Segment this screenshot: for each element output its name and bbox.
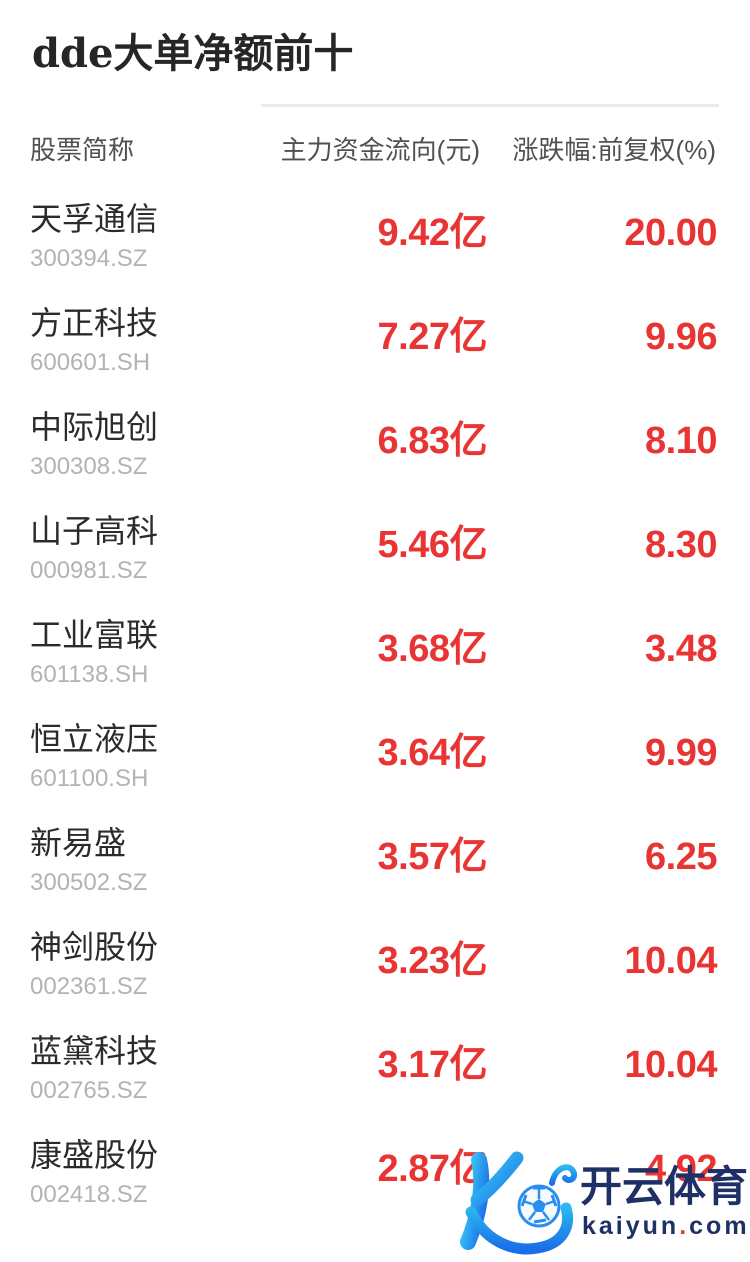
table-row[interactable]: 方正科技 600601.SH 7.27亿 9.96 <box>0 299 750 403</box>
stock-code: 601100.SH <box>30 765 149 792</box>
table-header-row: 股票简称 主力资金流向(元) 涨跌幅:前复权(%) <box>0 135 750 167</box>
table-row[interactable]: 恒立液压 601100.SH 3.64亿 9.99 <box>0 715 750 819</box>
stock-name: 山子高科 <box>30 513 159 549</box>
column-header-main-flow: 主力资金流向(元) <box>280 135 480 165</box>
main-flow-value: 3.23亿 <box>377 940 488 982</box>
stock-code: 601138.SH <box>30 661 149 688</box>
main-flow-value: 9.42亿 <box>377 212 488 254</box>
main-flow-value: 5.46亿 <box>377 524 488 566</box>
stock-code: 002418.SZ <box>30 1181 148 1208</box>
table-row[interactable]: 神剑股份 002361.SZ 3.23亿 10.04 <box>0 923 750 1027</box>
stock-code: 300394.SZ <box>30 245 148 272</box>
stock-code: 002765.SZ <box>30 1077 148 1104</box>
stock-name: 神剑股份 <box>30 929 159 965</box>
change-percent-value: 8.30 <box>645 524 717 566</box>
table-row[interactable]: 蓝黛科技 002765.SZ 3.17亿 10.04 <box>0 1027 750 1131</box>
stock-code: 002361.SZ <box>30 973 148 1000</box>
stock-name: 康盛股份 <box>30 1137 159 1173</box>
stock-name: 恒立液压 <box>30 721 159 757</box>
change-percent-value: 9.99 <box>645 732 717 774</box>
main-flow-value: 2.87亿 <box>377 1148 488 1190</box>
stock-name: 工业富联 <box>30 617 159 653</box>
stock-table: 天孚通信 300394.SZ 9.42亿 20.00 方正科技 600601.S… <box>0 195 750 1235</box>
main-flow-value: 3.68亿 <box>377 628 488 670</box>
table-row[interactable]: 山子高科 000981.SZ 5.46亿 8.30 <box>0 507 750 611</box>
table-row[interactable]: 工业富联 601138.SH 3.68亿 3.48 <box>0 611 750 715</box>
main-flow-value: 7.27亿 <box>377 316 488 358</box>
stock-name: 天孚通信 <box>30 201 159 237</box>
table-row[interactable]: 中际旭创 300308.SZ 6.83亿 8.10 <box>0 403 750 507</box>
table-row[interactable]: 新易盛 300502.SZ 3.57亿 6.25 <box>0 819 750 923</box>
stock-code: 000981.SZ <box>30 557 148 584</box>
change-percent-value: 10.04 <box>624 940 717 982</box>
table-row[interactable]: 天孚通信 300394.SZ 9.42亿 20.00 <box>0 195 750 299</box>
change-percent-value: 6.25 <box>645 836 717 878</box>
main-flow-value: 3.64亿 <box>377 732 488 774</box>
main-flow-value: 3.57亿 <box>377 836 488 878</box>
change-percent-value: 10.04 <box>624 1044 717 1086</box>
table-row[interactable]: 康盛股份 002418.SZ 2.87亿 4.92 <box>0 1131 750 1235</box>
change-percent-value: 3.48 <box>645 628 717 670</box>
change-percent-value: 20.00 <box>624 212 717 254</box>
main-flow-value: 3.17亿 <box>377 1044 488 1086</box>
main-flow-value: 6.83亿 <box>377 420 488 462</box>
column-header-stock-name: 股票简称 <box>30 135 135 165</box>
page-title: dde大单净额前十 <box>32 30 354 77</box>
stock-name: 新易盛 <box>30 825 127 861</box>
stock-name: 中际旭创 <box>30 409 159 445</box>
change-percent-value: 4.92 <box>645 1148 717 1190</box>
header-divider <box>261 104 719 107</box>
stock-code: 600601.SH <box>30 349 151 376</box>
stock-name: 蓝黛科技 <box>30 1033 159 1069</box>
change-percent-value: 9.96 <box>645 316 717 358</box>
stock-code: 300308.SZ <box>30 453 148 480</box>
column-header-change-pct: 涨跌幅:前复权(%) <box>512 135 716 165</box>
stock-name: 方正科技 <box>30 305 159 341</box>
stock-code: 300502.SZ <box>30 869 148 896</box>
change-percent-value: 8.10 <box>645 420 717 462</box>
